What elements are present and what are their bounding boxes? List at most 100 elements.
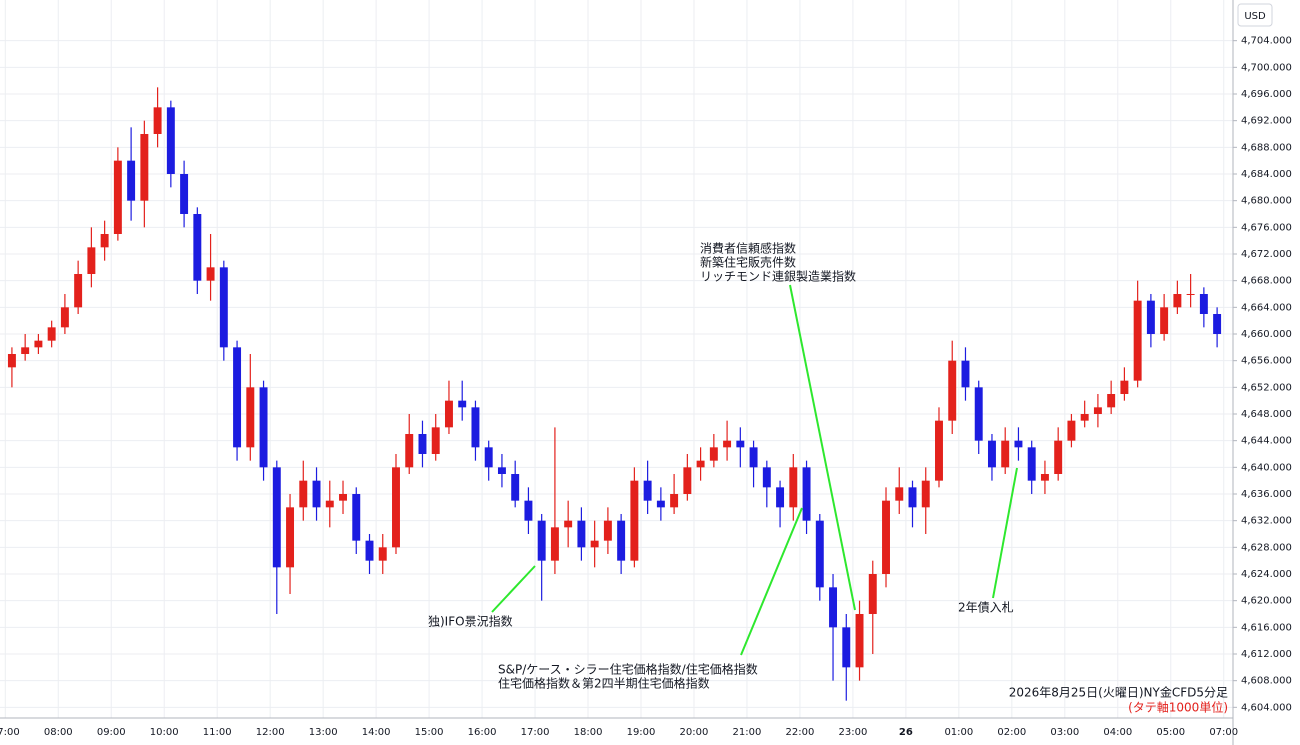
candle-body: [590, 540, 599, 548]
annotation: 新築住宅販売件数: [700, 255, 796, 270]
candle-body: [444, 400, 453, 428]
candle-body: [1173, 294, 1182, 308]
y-tick-label: 4,612.000: [1241, 649, 1292, 660]
candle-body: [1213, 314, 1222, 334]
annotation: 消費者信頼感指数: [700, 241, 796, 256]
candle-body: [1199, 294, 1208, 314]
y-tick-label: 4,640.000: [1241, 462, 1292, 473]
y-tick-label: 4,692.000: [1241, 116, 1292, 127]
y-tick-label: 4,608.000: [1241, 676, 1292, 687]
candle-body: [1014, 440, 1023, 448]
candle-body: [352, 494, 361, 541]
candle-body: [683, 467, 692, 494]
candle-body: [855, 614, 864, 668]
y-tick-label: 4,676.000: [1241, 222, 1292, 233]
candle-body: [21, 347, 30, 354]
candle-body: [272, 467, 281, 568]
annotation-pointer: [992, 467, 1018, 599]
candle-body: [1160, 307, 1169, 334]
y-tick-label: 4,672.000: [1241, 249, 1292, 260]
candle-body: [127, 160, 136, 201]
candle-body: [908, 487, 917, 508]
candle-body: [100, 234, 109, 248]
candle-body: [829, 587, 838, 628]
candle-body: [802, 467, 811, 521]
candle-body: [643, 480, 652, 501]
annotation-pointer: [491, 565, 536, 613]
candle-body: [47, 327, 56, 341]
candle-body: [7, 354, 16, 368]
candle-body: [431, 427, 440, 454]
candle-body: [325, 500, 334, 508]
candle-body: [60, 307, 69, 328]
annotation-pointer: [740, 507, 803, 656]
candle-body: [1133, 300, 1142, 381]
candle-body: [259, 387, 268, 468]
candle-body: [1093, 407, 1102, 414]
annotation: 独)IFO景況指数: [428, 614, 513, 629]
candle-body: [471, 407, 480, 448]
annotation: 住宅価格指数＆第2四半期住宅価格指数: [498, 676, 710, 691]
candle-body: [312, 480, 321, 508]
candle-body: [180, 174, 189, 214]
candle-body: [1054, 440, 1063, 474]
candle-body: [564, 520, 573, 528]
x-tick-label: 08:00: [44, 727, 73, 738]
candle-body: [246, 387, 255, 448]
x-tick-label: 09:00: [97, 727, 126, 738]
x-tick-label: 16:00: [468, 727, 497, 738]
y-tick-label: 4,684.000: [1241, 169, 1292, 180]
candle-body: [153, 107, 162, 134]
candle-body: [458, 400, 467, 408]
candle-body: [762, 467, 771, 488]
y-tick-label: 4,652.000: [1241, 382, 1292, 393]
candle-body: [286, 507, 295, 568]
x-tick-label: 10:00: [150, 727, 179, 738]
annotation: リッチモンド連銀製造業指数: [700, 269, 856, 284]
x-tick-label: 07:00: [0, 727, 20, 738]
candle-body: [1146, 300, 1155, 334]
candle-body: [1107, 394, 1116, 408]
candle-body: [1080, 414, 1089, 421]
candle-body: [815, 520, 824, 588]
candle-body: [1186, 294, 1195, 295]
annotation-pointer: [789, 284, 856, 611]
y-tick-label: 4,644.000: [1241, 436, 1292, 447]
y-tick-label: 4,616.000: [1241, 622, 1292, 633]
candle-body: [140, 134, 149, 201]
candle-body: [723, 440, 732, 448]
candle-body: [166, 107, 175, 174]
x-tick-label: 15:00: [415, 727, 444, 738]
candle-body: [709, 447, 718, 461]
currency-box: [1237, 3, 1273, 27]
x-tick-label: 22:00: [786, 727, 815, 738]
candle-body: [74, 274, 83, 308]
y-tick-label: 4,632.000: [1241, 516, 1292, 527]
candle-body: [948, 360, 957, 421]
x-tick-label: 14:00: [362, 727, 391, 738]
y-tick-label: 4,696.000: [1241, 89, 1292, 100]
candle-body: [1067, 420, 1076, 441]
candle-body: [418, 434, 427, 454]
candle-body: [233, 347, 242, 448]
candle-body: [206, 267, 215, 281]
candle-body: [974, 387, 983, 441]
candle-body: [1040, 474, 1049, 481]
x-tick-label: 03:00: [1050, 727, 1079, 738]
y-tick-label: 4,628.000: [1241, 542, 1292, 553]
candle-body: [630, 480, 639, 561]
candle-body: [577, 520, 586, 548]
candle-body: [1027, 447, 1036, 481]
y-tick-label: 4,704.000: [1241, 36, 1292, 47]
x-tick-label: 11:00: [203, 727, 232, 738]
y-tick-label: 4,620.000: [1241, 596, 1292, 607]
x-tick-label: 05:00: [1156, 727, 1185, 738]
x-tick-label: 19:00: [627, 727, 656, 738]
y-tick-label: 4,668.000: [1241, 276, 1292, 287]
x-tick-label: 26: [899, 727, 913, 738]
candle-body: [497, 467, 506, 474]
candle-body: [776, 487, 785, 508]
candle-body: [935, 420, 943, 481]
candle-body: [603, 520, 612, 541]
